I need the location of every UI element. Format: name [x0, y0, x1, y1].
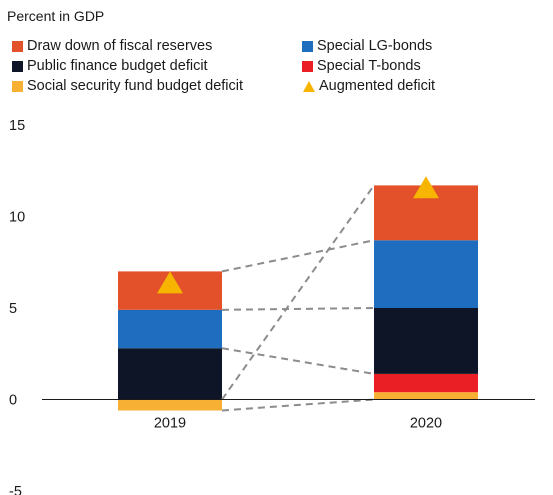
y-tick-label: 0 — [9, 393, 17, 409]
legend-swatch — [302, 40, 313, 52]
bar-segment — [374, 373, 478, 393]
legend-swatch — [12, 80, 23, 92]
legend-label: Special T-bonds — [317, 58, 421, 74]
y-tick-label: -5 — [9, 484, 22, 495]
connector-line — [221, 184, 375, 401]
x-tick-label: 2020 — [410, 416, 442, 432]
legend-item-social-security: Social security fund budget deficit — [12, 78, 243, 94]
triangle-icon — [303, 80, 315, 92]
x-tick-label: 2019 — [154, 416, 186, 432]
bar-segment — [374, 392, 478, 400]
bar-segment — [118, 399, 222, 411]
bar-segment — [118, 309, 222, 349]
chart-subtitle: Percent in GDP — [7, 8, 105, 24]
bar-segment — [374, 240, 478, 308]
legend-item-special-t-bonds: Special T-bonds — [302, 58, 421, 74]
legend-item-fiscal-reserves: Draw down of fiscal reserves — [12, 38, 212, 54]
legend-label: Public finance budget deficit — [27, 58, 208, 74]
y-tick-label: 5 — [9, 301, 17, 317]
augmented-deficit-marker — [157, 271, 183, 294]
bar-segment — [374, 308, 478, 374]
legend-label: Special LG-bonds — [317, 38, 433, 54]
connector-line — [221, 347, 375, 375]
bar-segment — [118, 348, 222, 400]
legend-swatch — [12, 40, 23, 52]
legend-item-special-lg-bonds: Special LG-bonds — [302, 38, 432, 54]
legend-swatch — [12, 60, 23, 72]
augmented-deficit-marker — [413, 176, 439, 199]
connector-line — [221, 307, 375, 311]
legend-label: Augmented deficit — [319, 78, 436, 94]
y-tick-label: 15 — [9, 118, 25, 134]
legend-item-public-finance: Public finance budget deficit — [12, 58, 208, 74]
legend-label: Social security fund budget deficit — [27, 78, 244, 94]
connector-line — [221, 398, 375, 412]
legend-swatch — [302, 60, 313, 72]
connector-line — [221, 239, 375, 273]
legend-item-augmented-deficit: Augmented deficit — [303, 78, 435, 94]
y-tick-label: 10 — [9, 210, 25, 226]
legend-label: Draw down of fiscal reserves — [27, 38, 213, 54]
